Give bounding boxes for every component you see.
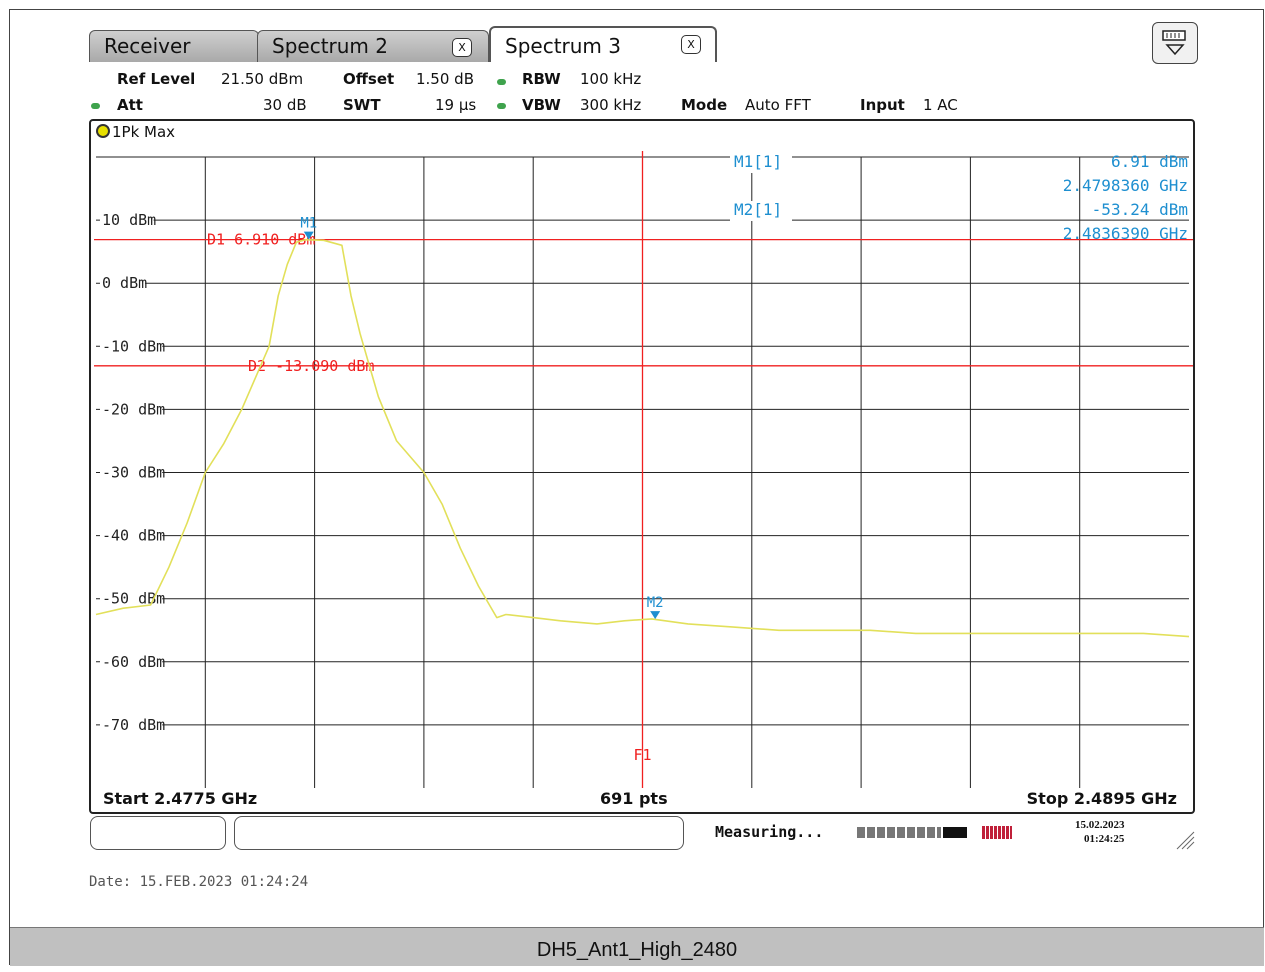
swt-value: 19 µs xyxy=(435,96,477,114)
close-tab-icon[interactable]: X xyxy=(681,35,701,54)
y-tick-label: -20 dBm xyxy=(102,400,165,418)
tick-label-background xyxy=(100,461,163,480)
tick-label-background xyxy=(100,209,154,228)
frequency-line-label: F1 xyxy=(633,746,651,764)
att-value: 30 dB xyxy=(263,96,307,114)
plot-footer: Start 2.4775 GHz 691 pts Stop 2.4895 GHz xyxy=(90,786,1193,810)
rbw-value: 100 kHz xyxy=(580,70,642,88)
input-label: Input xyxy=(860,96,905,114)
tick-label-background xyxy=(100,335,163,354)
trace-line xyxy=(95,238,1190,638)
att-indicator-icon xyxy=(91,103,100,109)
measuring-status: Measuring... xyxy=(715,823,824,841)
vbw-label: VBW xyxy=(522,96,561,114)
tab-label: Receiver xyxy=(104,34,191,58)
marker-triangle xyxy=(650,611,661,620)
tick-label-background xyxy=(100,398,163,417)
ref-level-value: 21.50 dBm xyxy=(221,70,304,88)
rbw-label: RBW xyxy=(522,70,561,88)
tab-spectrum-2[interactable]: Spectrum 2 X xyxy=(257,30,489,62)
marker-result-name: M2[1] xyxy=(734,200,782,219)
tick-label-background xyxy=(100,272,145,291)
marker-label: M2 xyxy=(647,595,664,611)
status-box-left[interactable] xyxy=(90,816,226,850)
trace-indicator-icon xyxy=(96,124,110,138)
marker-name-background xyxy=(730,153,792,173)
tab-receiver[interactable]: Receiver xyxy=(89,30,259,62)
marker-triangle xyxy=(303,231,314,240)
display-line-label: D2 -13.090 dBm xyxy=(248,357,374,375)
trace-label-text: 1Pk Max xyxy=(112,123,176,141)
y-tick-label: -50 dBm xyxy=(102,590,165,608)
marker-result-level: -53.24 dBm xyxy=(1092,200,1188,219)
status-box-middle[interactable] xyxy=(234,816,684,850)
display-line-label: D1 6.910 dBm xyxy=(207,231,315,249)
toolbar-menu-icon[interactable] xyxy=(1152,22,1198,64)
tab-spectrum-3[interactable]: Spectrum 3 X xyxy=(489,26,717,62)
y-tick-label: -70 dBm xyxy=(102,716,165,734)
y-tick-label: -40 dBm xyxy=(102,527,165,545)
marker-label: M1 xyxy=(300,216,317,232)
status-bar: Measuring... 15.02.2023 01:24:25 xyxy=(89,816,1199,852)
sweep-points: 691 pts xyxy=(600,789,668,808)
trace-label: 1Pk Max xyxy=(96,123,175,141)
y-tick-label: -30 dBm xyxy=(102,464,165,482)
marker-result-name: M1[1] xyxy=(734,152,782,171)
figure-caption: DH5_Ant1_High_2480 xyxy=(10,927,1264,966)
tab-label: Spectrum 2 xyxy=(272,34,388,58)
swt-label: SWT xyxy=(343,96,381,114)
marker-result-frequency: 2.4836390 GHz xyxy=(1063,224,1188,243)
resize-grip-icon[interactable] xyxy=(1175,830,1195,850)
att-label: Att xyxy=(117,96,143,114)
marker-name-background xyxy=(730,201,792,221)
settings-panel: Ref Level 21.50 dBm Offset 1.50 dB RBW 1… xyxy=(89,66,1199,118)
remote-indicator-icon xyxy=(982,826,1012,839)
status-time: 01:24:25 xyxy=(1084,833,1125,845)
mode-label: Mode xyxy=(681,96,728,114)
capture-date: Date: 15.FEB.2023 01:24:24 xyxy=(89,874,309,890)
tick-label-background xyxy=(100,587,163,606)
y-tick-label: 10 dBm xyxy=(102,211,156,229)
close-tab-icon[interactable]: X xyxy=(452,38,472,57)
y-tick-label: 0 dBm xyxy=(102,274,147,292)
vbw-value: 300 kHz xyxy=(580,96,642,114)
stop-frequency: Stop 2.4895 GHz xyxy=(1026,789,1177,808)
tab-label: Spectrum 3 xyxy=(505,34,621,58)
y-tick-label: -60 dBm xyxy=(102,653,165,671)
y-tick-label: -10 dBm xyxy=(102,337,165,355)
start-frequency: Start 2.4775 GHz xyxy=(103,789,258,808)
mode-value: Auto FFT xyxy=(745,96,811,114)
toolbar-menu-icon-glyph xyxy=(1162,30,1186,56)
progress-bar xyxy=(857,827,967,838)
status-date: 15.02.2023 xyxy=(1075,819,1125,831)
offset-label: Offset xyxy=(343,70,395,88)
ref-level-label: Ref Level xyxy=(117,70,196,88)
tick-label-background xyxy=(100,524,163,543)
vbw-indicator-icon xyxy=(497,103,506,109)
offset-value: 1.50 dB xyxy=(416,70,474,88)
marker-result-level: 6.91 dBm xyxy=(1111,152,1188,171)
input-value: 1 AC xyxy=(923,96,958,114)
tick-label-background xyxy=(100,713,163,732)
tick-label-background xyxy=(100,650,163,669)
rbw-indicator-icon xyxy=(497,79,506,85)
marker-result-frequency: 2.4798360 GHz xyxy=(1063,176,1188,195)
